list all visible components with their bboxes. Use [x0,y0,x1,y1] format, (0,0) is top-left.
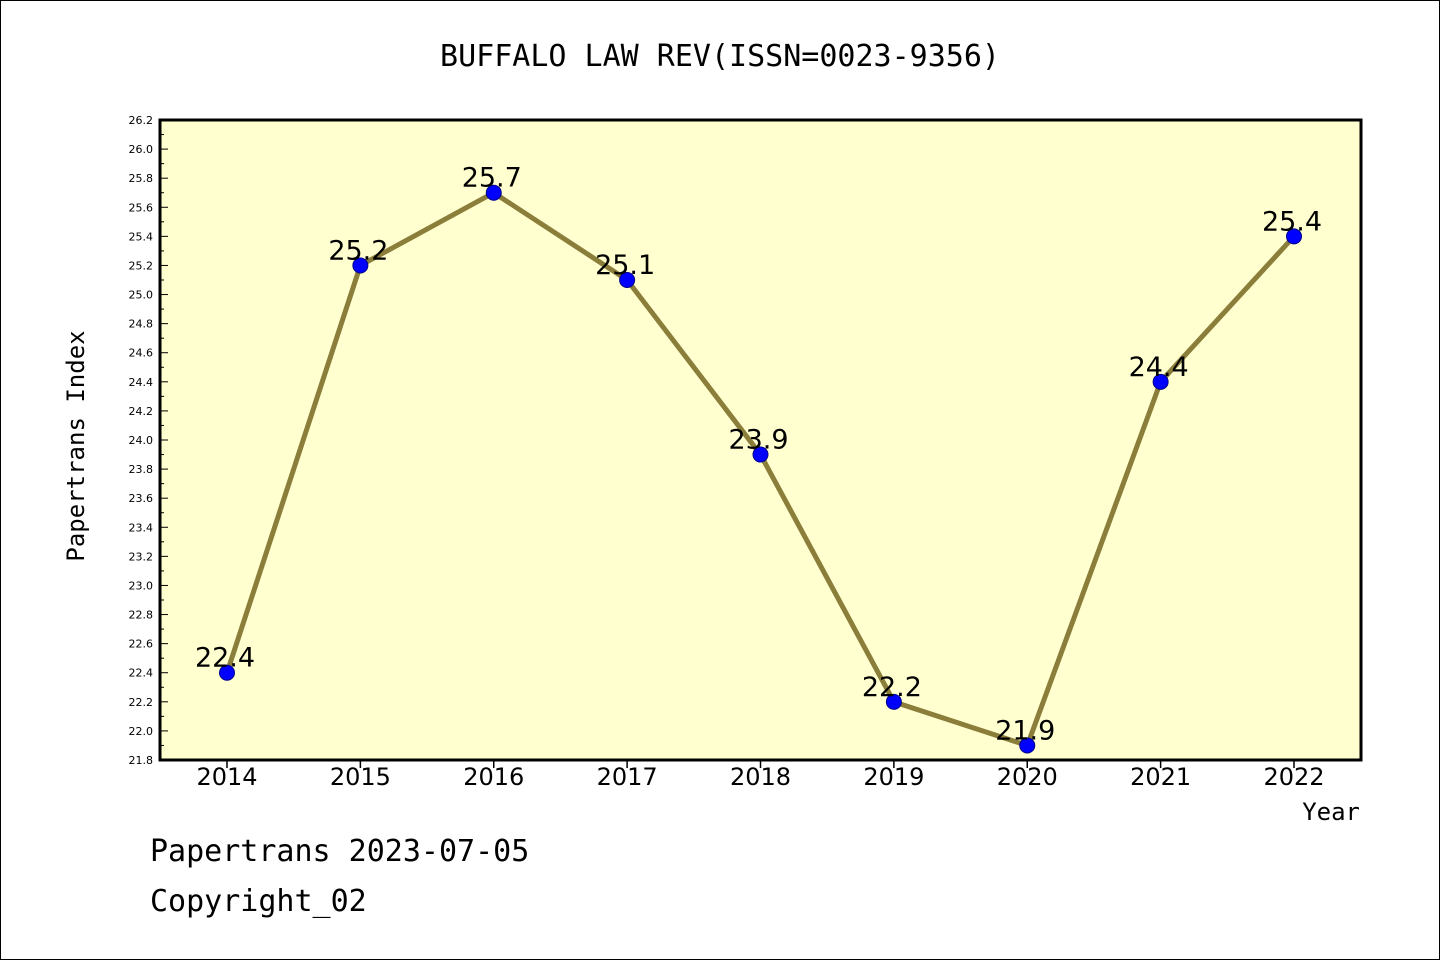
y-tick-label: 22.8 [129,609,154,622]
data-label: 22.4 [195,643,255,674]
y-tick-label: 25.8 [129,172,154,185]
y-tick-label: 22.4 [129,667,154,680]
data-label: 21.9 [995,715,1055,746]
data-label: 25.4 [1262,206,1322,237]
x-tick-label: 2014 [196,763,257,791]
data-label: 25.2 [328,235,388,266]
data-label: 25.7 [462,163,522,194]
data-point [219,664,235,681]
y-tick-label: 22.2 [129,696,154,709]
plot-area [158,118,1363,762]
data-point [752,446,769,463]
x-tick-label: 2018 [730,763,791,791]
y-tick-label: 23.8 [129,463,154,476]
data-point [1152,373,1169,390]
data-point [619,272,636,288]
y-axis: 21.8 22.0 22.2 22.4 22.6 22.8 23.0 23.2 23.4 23.6… [129,114,168,767]
y-tick-label: 25.2 [129,259,154,272]
x-axis: 2014 2015 2016 2017 2018 2019 2020 2021 2022 [196,760,1325,791]
y-tick-label: 25.0 [129,289,154,302]
x-tick-label: 2016 [463,763,524,791]
data-label: 22.2 [862,672,922,703]
data-label: 24.4 [1129,352,1189,383]
y-axis-label: Papertrans Index [62,330,90,561]
data-point [485,184,502,201]
x-tick-label: 2015 [330,763,391,791]
y-tick-label: 26.2 [129,114,154,127]
y-tick-label: 23.2 [129,550,154,563]
data-label-group: 22.4 25.2 25.7 25.1 23.9 22.2 21.9 24.4 25.4 [195,163,1322,747]
data-point [1019,737,1036,754]
x-axis-label: Year [1302,798,1360,826]
data-point [885,693,902,710]
x-tick-label: 2022 [1263,763,1324,791]
data-label: 23.9 [728,425,788,456]
y-tick-label: 24.8 [129,318,154,331]
x-tick-label: 2017 [597,763,658,791]
y-tick-label: 22.0 [129,725,154,738]
y-tick-label: 26.0 [129,143,154,156]
x-tick-label: 2021 [1130,763,1191,791]
y-tick-label: 23.6 [129,492,154,505]
data-label: 25.1 [595,250,655,281]
footer-copyright-text: Copyright_02 [150,884,367,919]
y-tick-label: 22.6 [129,638,154,651]
chart-title: BUFFALO LAW REV(ISSN=0023-9356) [440,39,1000,74]
x-tick-label: 2019 [863,763,924,791]
y-tick-label: 24.6 [129,347,154,360]
y-tick-label: 24.4 [129,376,154,389]
x-tick-label: 2020 [997,763,1058,791]
y-tick-label: 24.2 [129,405,154,418]
data-point [1286,228,1302,245]
y-tick-label: 25.6 [129,201,154,214]
y-tick-label: 21.8 [129,754,154,767]
data-point [352,257,369,274]
footer-date-text: Papertrans 2023-07-05 [150,834,530,869]
y-tick-label: 25.4 [129,230,154,243]
y-tick-label: 23.4 [129,521,154,534]
y-tick-label: 23.0 [129,579,154,592]
marker-group [219,184,1302,754]
y-tick-label: 24.0 [129,434,154,447]
